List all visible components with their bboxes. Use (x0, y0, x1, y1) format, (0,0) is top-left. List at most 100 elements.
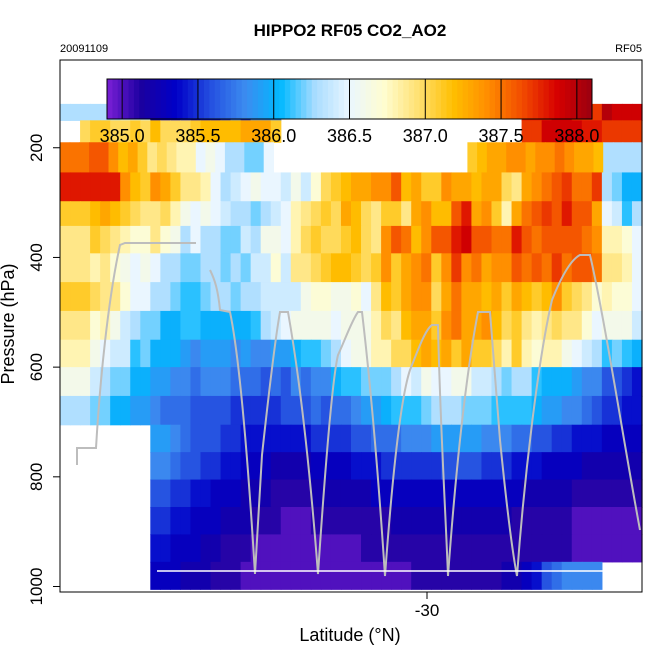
heatmap-cell (220, 452, 232, 481)
heatmap-cell (471, 310, 483, 341)
heatmap-cell (290, 172, 302, 202)
heatmap-cell (170, 395, 182, 426)
heatmap-cell (561, 561, 573, 590)
heatmap-cell (591, 339, 603, 368)
colorbar-swatch (548, 79, 555, 119)
heatmap-cell (441, 452, 452, 481)
heatmap-cell (411, 506, 422, 536)
heatmap-cell (340, 339, 352, 368)
flight-track-segment (447, 311, 518, 577)
heatmap-cell (411, 172, 422, 202)
colorbar-tick-label: 388.0 (554, 126, 599, 146)
heatmap-cell (531, 424, 543, 453)
heatmap-cell (230, 452, 242, 481)
heatmap-cell (170, 310, 182, 341)
heatmap-cell (240, 506, 252, 536)
heatmap-cell (170, 506, 182, 536)
heatmap-cell (501, 282, 513, 312)
y-axis: 200 400 600 800 1000 (27, 134, 61, 605)
heatmap-cell (200, 534, 212, 563)
heatmap-cell (461, 424, 473, 453)
heatmap-cell (451, 561, 462, 590)
heatmap-cell (611, 452, 623, 481)
heatmap-cell (351, 172, 362, 202)
heatmap-cell (531, 452, 543, 481)
heatmap-cell (310, 506, 322, 536)
heatmap-cell (270, 310, 282, 341)
heatmap-cell (511, 225, 523, 254)
heatmap-cell (250, 225, 262, 254)
heatmap-cell (411, 201, 422, 227)
heatmap-cell (631, 339, 643, 368)
heatmap-cell (210, 424, 222, 453)
heatmap-cell (90, 282, 101, 312)
heatmap-cell (571, 561, 583, 590)
heatmap-cell (501, 534, 513, 563)
heatmap-cell (381, 424, 392, 453)
heatmap-cell (631, 479, 643, 508)
heatmap-cell (491, 534, 503, 563)
heatmap-cell (561, 534, 573, 563)
heatmap-cell (531, 310, 543, 341)
heatmap-cell (60, 225, 71, 254)
heatmap-cell (461, 282, 473, 312)
heatmap-cell (631, 310, 643, 341)
heatmap-cell (176, 142, 187, 174)
heatmap-cell (230, 225, 242, 254)
heatmap-cell (340, 506, 352, 536)
heatmap-cell (340, 310, 352, 341)
heatmap-cell (401, 452, 412, 481)
heatmap-cell (190, 201, 202, 227)
heatmap-cell (140, 339, 151, 368)
heatmap-cell (431, 339, 442, 368)
heatmap-cell (100, 172, 111, 202)
heatmap-cell (160, 367, 171, 397)
heatmap-cell (70, 172, 81, 202)
heatmap-cell (421, 225, 432, 254)
heatmap-cell (621, 282, 633, 312)
heatmap-cell (581, 561, 593, 590)
colorbar-swatch (430, 79, 437, 119)
heatmap-cell (481, 172, 493, 202)
heatmap-cell (340, 424, 352, 453)
heatmap-cell (110, 172, 121, 202)
heatmap-cell (481, 561, 493, 590)
heatmap-cell (381, 395, 392, 426)
heatmap-cell (60, 395, 71, 426)
heatmap-cell (535, 142, 546, 174)
heatmap-cell (511, 367, 523, 397)
colorbar-swatch (252, 79, 259, 119)
heatmap-cell (70, 225, 81, 254)
heatmap-cell (270, 395, 282, 426)
heatmap-cell (545, 142, 556, 174)
colorbar-swatch (241, 79, 248, 119)
heatmap-cell (571, 339, 583, 368)
heatmap-cell (501, 172, 513, 202)
heatmap-cell (108, 142, 119, 174)
heatmap-cell (140, 225, 151, 254)
heatmap-cell (330, 225, 342, 254)
heatmap-cell (80, 201, 91, 227)
colorbar-swatch (301, 79, 307, 119)
heatmap-cell (541, 479, 553, 508)
colorbar-swatch (559, 79, 566, 119)
heatmap-cell (531, 120, 543, 143)
heatmap-cell (200, 201, 212, 227)
heatmap-cell (260, 225, 272, 254)
heatmap-cell (190, 282, 202, 312)
heatmap-cell (160, 424, 171, 453)
heatmap-cell (601, 534, 613, 563)
heatmap-cell (180, 561, 192, 590)
heatmap-cell (591, 225, 603, 254)
colorbar-swatch (268, 79, 275, 119)
heatmap-cell (551, 479, 563, 508)
heatmap-cell (581, 253, 593, 283)
x-tick-label: -30 (415, 601, 440, 620)
heatmap-cell (280, 253, 292, 283)
heatmap-cell (471, 424, 483, 453)
heatmap-cell (220, 310, 232, 341)
heatmap-cell (471, 452, 483, 481)
heatmap-cell (100, 103, 111, 121)
heatmap-cell (140, 310, 151, 341)
